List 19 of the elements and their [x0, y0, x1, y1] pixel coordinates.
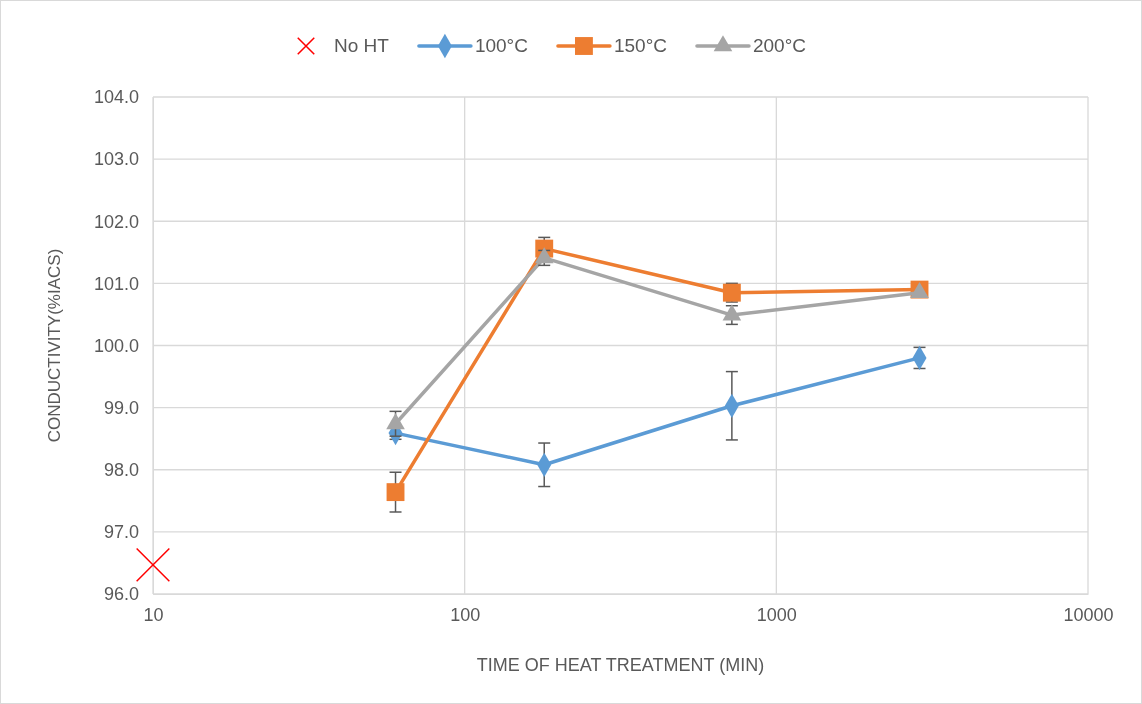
y-tick-label: 102.0 [93, 211, 139, 232]
legend-label: 200°C [752, 35, 806, 56]
x-tick-label: 10000 [1063, 604, 1114, 625]
legend-label: 100°C [474, 35, 528, 56]
x-tick-label: 100 [450, 604, 481, 625]
y-tick-label: 97.0 [103, 522, 139, 543]
x-tick-label: 1000 [756, 604, 797, 625]
y-tick-label: 100.0 [93, 335, 139, 356]
y-tick-label: 98.0 [103, 460, 139, 481]
x-tick-label: 10 [143, 604, 164, 625]
x-axis-title: TIME OF HEAT TREATMENT (MIN) [476, 655, 765, 675]
y-axis-title: CONDUCTIVITY(%IACS) [45, 248, 64, 443]
y-tick-label: 103.0 [93, 149, 139, 170]
y-tick-label: 101.0 [93, 273, 139, 294]
y-tick-label: 104.0 [93, 87, 139, 108]
legend-label: 150°C [613, 35, 667, 56]
legend-label: No HT [334, 35, 390, 56]
y-tick-label: 99.0 [103, 397, 139, 418]
y-tick-label: 96.0 [103, 584, 139, 605]
